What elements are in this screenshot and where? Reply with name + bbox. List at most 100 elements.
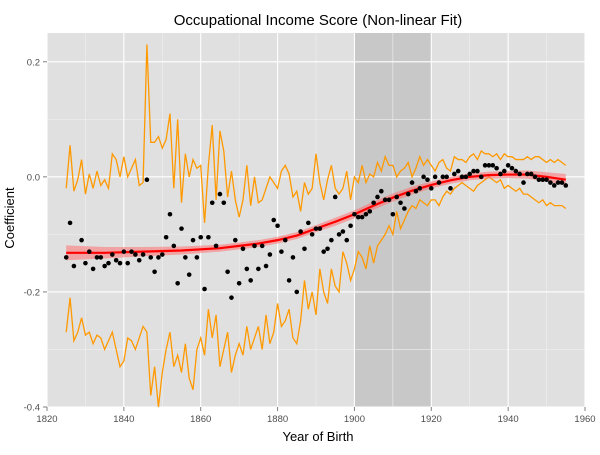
data-point	[452, 171, 457, 177]
data-point	[233, 237, 238, 243]
data-point	[490, 163, 496, 168]
data-point	[194, 255, 200, 260]
data-point	[559, 180, 565, 185]
data-point	[106, 260, 111, 266]
y-tick-label: -0.2	[24, 287, 40, 298]
data-point	[428, 186, 434, 191]
data-point	[548, 180, 553, 185]
data-point	[290, 255, 296, 260]
data-point	[63, 255, 69, 260]
data-point	[363, 211, 369, 217]
data-point	[486, 163, 492, 168]
data-point	[355, 214, 361, 220]
data-point	[171, 243, 177, 249]
data-point	[229, 295, 234, 300]
data-point	[225, 269, 230, 275]
data-point	[313, 226, 319, 231]
data-point	[379, 188, 384, 194]
data-point	[279, 249, 284, 254]
data-point	[405, 191, 411, 197]
data-point	[121, 249, 127, 254]
data-point	[329, 237, 334, 243]
data-point	[236, 280, 242, 286]
x-tick-label: 1900	[344, 414, 365, 425]
data-point	[202, 286, 207, 292]
data-point	[555, 180, 561, 185]
x-axis-label: Year of Birth	[282, 429, 353, 444]
data-point	[302, 246, 307, 252]
data-point	[459, 174, 465, 180]
data-point	[325, 246, 330, 252]
data-point	[482, 163, 488, 168]
x-tick-label: 1940	[498, 414, 519, 425]
data-point	[125, 260, 130, 266]
data-point	[448, 186, 453, 191]
data-point	[144, 177, 150, 183]
data-point	[471, 168, 476, 174]
x-tick-label: 1860	[190, 414, 211, 425]
data-point	[79, 237, 84, 243]
data-point	[359, 214, 365, 220]
data-point	[83, 260, 88, 266]
data-point	[306, 220, 311, 226]
data-point	[444, 174, 449, 180]
data-point	[67, 220, 73, 226]
data-point	[286, 278, 292, 283]
data-point	[294, 289, 300, 295]
data-point	[136, 257, 142, 263]
data-point	[252, 243, 257, 249]
data-point	[386, 197, 392, 203]
data-point	[528, 171, 534, 177]
data-point	[71, 263, 77, 269]
data-point	[209, 200, 215, 206]
data-point	[375, 194, 380, 200]
data-point	[513, 168, 519, 174]
data-point	[494, 165, 499, 171]
data-point	[206, 234, 211, 240]
data-point	[175, 280, 180, 286]
data-point	[455, 168, 461, 174]
data-point	[86, 249, 92, 254]
data-point	[317, 226, 323, 231]
data-point	[217, 191, 223, 197]
x-tick-label: 1960	[574, 414, 595, 425]
data-point	[256, 266, 261, 272]
data-point	[402, 206, 407, 211]
data-point	[502, 168, 507, 174]
data-point	[417, 186, 423, 191]
data-point	[352, 211, 357, 217]
y-axis-label: Coefficient	[2, 187, 17, 249]
data-point	[298, 229, 303, 234]
data-point	[159, 252, 165, 257]
data-point	[179, 226, 184, 231]
data-point	[248, 278, 253, 283]
plot-panel	[46, 33, 586, 408]
data-point	[102, 263, 107, 269]
x-tick-label: 1920	[421, 414, 442, 425]
x-tick-label: 1880	[267, 414, 288, 425]
data-point	[344, 237, 350, 243]
fit-confidence-band	[66, 170, 566, 261]
data-point	[282, 237, 288, 243]
data-point	[259, 243, 265, 249]
data-point	[505, 163, 511, 168]
data-point	[371, 200, 376, 206]
y-tick-label: -0.4	[24, 403, 40, 414]
data-point	[475, 168, 480, 174]
data-point	[129, 249, 134, 254]
data-point	[148, 255, 154, 260]
data-point	[183, 255, 188, 260]
data-point	[540, 177, 546, 183]
data-point	[409, 180, 415, 185]
data-point	[467, 171, 473, 177]
data-point	[263, 263, 269, 269]
data-point	[382, 197, 388, 203]
data-point	[198, 234, 204, 240]
data-point	[532, 174, 538, 180]
data-point	[163, 234, 169, 240]
data-point	[463, 174, 469, 180]
data-point	[421, 174, 426, 180]
data-point	[152, 269, 157, 275]
data-point	[436, 180, 442, 185]
